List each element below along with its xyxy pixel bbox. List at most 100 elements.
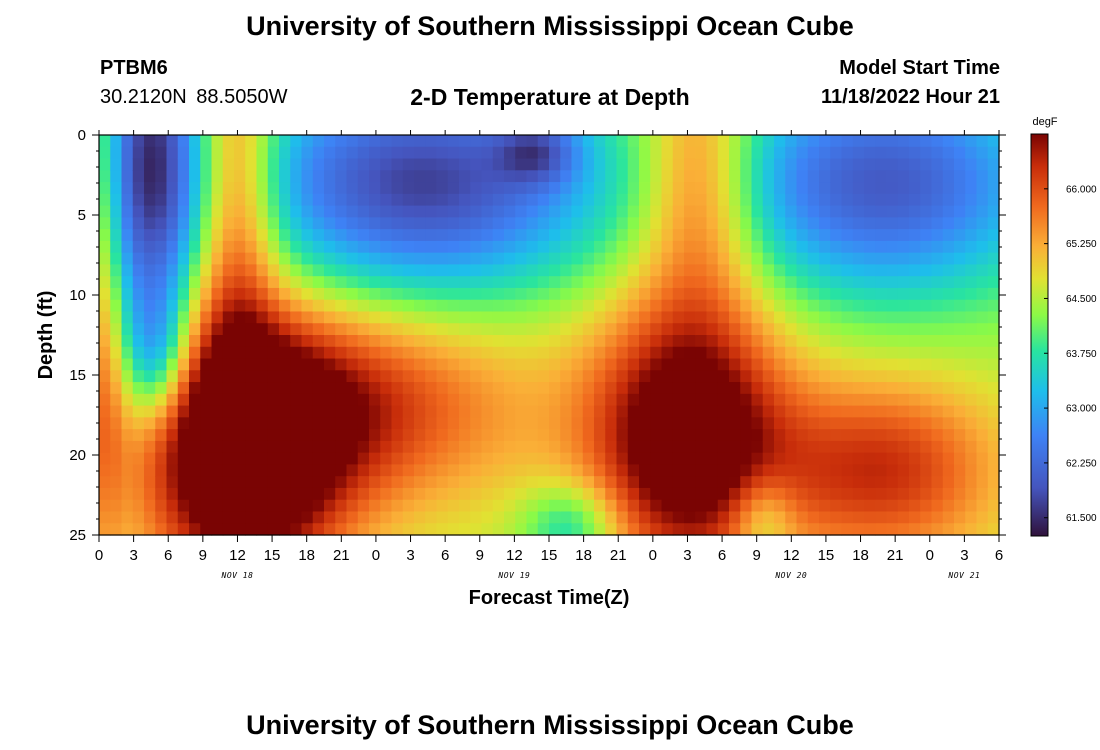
heatmap-cell [267, 264, 280, 277]
heatmap-cell [560, 276, 573, 289]
heatmap-cell [954, 135, 966, 148]
heatmap-cell [807, 276, 820, 289]
heatmap-cell [987, 146, 1000, 160]
heatmap-cell [560, 440, 573, 454]
heatmap-cell [425, 511, 438, 524]
heatmap-cell [774, 287, 786, 301]
heatmap-cell [166, 358, 179, 371]
heatmap-cell [672, 158, 685, 171]
heatmap-cell [774, 487, 786, 501]
heatmap-cell [695, 440, 708, 454]
heatmap-cell [931, 146, 944, 160]
colorbar: 61.50062.25063.00063.75064.50065.25066.0… [1030, 133, 1097, 537]
heatmap-cell [99, 393, 111, 407]
x-tick-label: 9 [476, 547, 484, 564]
heatmap-cell [402, 299, 415, 313]
heatmap-cell [785, 264, 798, 277]
heatmap-cell [177, 240, 190, 254]
heatmap-cell [402, 287, 415, 301]
heatmap-cell [369, 287, 381, 301]
heatmap-cell [380, 311, 393, 324]
heatmap-cell [391, 346, 404, 360]
heatmap-cell [447, 229, 460, 242]
heatmap-cell [492, 382, 505, 395]
heatmap-cell [987, 476, 1000, 489]
heatmap-cell [954, 217, 966, 230]
heatmap-cell [886, 452, 899, 466]
heatmap-cell [155, 452, 168, 466]
heatmap-cell [492, 193, 505, 207]
heatmap-cell [222, 311, 235, 324]
heatmap-cell [526, 240, 539, 254]
heatmap-cell [627, 287, 640, 301]
heatmap-cell [312, 205, 325, 218]
heatmap-cell [504, 158, 516, 171]
heatmap-cell [312, 358, 325, 371]
heatmap-cell [942, 311, 955, 324]
heatmap-cell [526, 135, 539, 148]
heatmap-cell [616, 429, 629, 442]
heatmap-cell [706, 393, 719, 407]
heatmap-cell [571, 182, 584, 195]
heatmap-cell [582, 393, 595, 407]
heatmap-cell [650, 523, 663, 536]
heatmap-cell [807, 135, 820, 148]
heatmap-cell [751, 393, 764, 407]
heatmap-cell [132, 487, 145, 501]
heatmap-cell [650, 217, 663, 230]
heatmap-cell [684, 299, 696, 313]
heatmap-cell [357, 487, 370, 501]
heatmap-cell [369, 499, 381, 513]
heatmap-cell [121, 158, 134, 171]
heatmap-cell [267, 476, 280, 489]
heatmap-cell [402, 217, 415, 230]
heatmap-cell [987, 229, 1000, 242]
heatmap-cell [819, 323, 831, 336]
heatmap-cell [301, 311, 314, 324]
heatmap-cell [774, 440, 786, 454]
heatmap-cell [290, 299, 303, 313]
heatmap-cell [391, 358, 404, 371]
heatmap-cell [729, 229, 741, 242]
y-tick-label: 20 [69, 447, 86, 464]
heatmap-cell [234, 417, 246, 430]
heatmap-cell [436, 429, 449, 442]
heatmap-cell [684, 440, 696, 454]
heatmap-cell [650, 264, 663, 277]
heatmap-cell [526, 405, 539, 418]
heatmap-cell [425, 229, 438, 242]
heatmap-cell [729, 393, 741, 407]
heatmap-cell [436, 370, 449, 383]
heatmap-cell [942, 158, 955, 171]
heatmap-cell [459, 429, 471, 442]
heatmap-cell [99, 276, 111, 289]
heatmap-cell [819, 382, 831, 395]
heatmap-cell [549, 346, 561, 360]
heatmap-cell [357, 182, 370, 195]
heatmap-cell [380, 193, 393, 207]
heatmap-cell [762, 170, 775, 183]
heatmap-cell [256, 264, 269, 277]
heatmap-cell [909, 323, 921, 336]
heatmap-cell [706, 182, 719, 195]
heatmap-cell [234, 205, 246, 218]
heatmap-cell [279, 158, 291, 171]
heatmap-cell [729, 299, 741, 313]
heatmap-cell [762, 299, 775, 313]
heatmap-cell [189, 523, 201, 536]
heatmap-cell [245, 335, 258, 348]
heatmap-cell [110, 476, 123, 489]
heatmap-cell [684, 311, 696, 324]
heatmap-cell [976, 464, 989, 477]
heatmap-cell [582, 287, 595, 301]
heatmap-cell [909, 311, 921, 324]
heatmap-cell [335, 487, 348, 501]
heatmap-cell [200, 252, 213, 266]
heatmap-cell [436, 170, 449, 183]
heatmap-cell [931, 240, 944, 254]
heatmap-cell [920, 170, 933, 183]
heatmap-cell [312, 252, 325, 266]
heatmap-cell [526, 523, 539, 536]
heatmap-cell [886, 440, 899, 454]
heatmap-cell [717, 205, 730, 218]
